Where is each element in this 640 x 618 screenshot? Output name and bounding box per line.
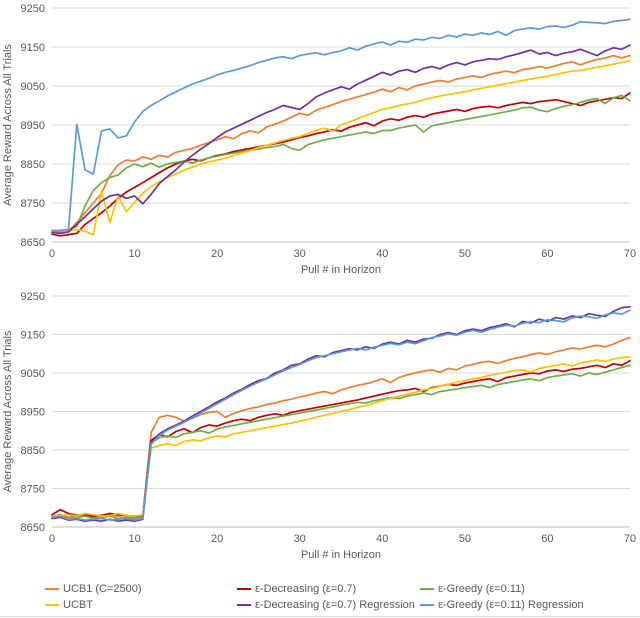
y-tick-label: 8750 (21, 484, 45, 496)
x-tick-label: 40 (376, 533, 388, 545)
x-tick-label: 50 (459, 248, 471, 260)
legend-line-swatch (237, 588, 251, 590)
series-line (51, 94, 631, 232)
y-tick-label: 9150 (21, 330, 45, 342)
top-chart: 8650 8750 8850 8950 9050 9150 9250 0 10 20 30 40 50 6… (0, 0, 640, 278)
x-tick-label: 70 (624, 533, 636, 545)
y-axis-title: Average Reward Across All Trials (2, 330, 14, 492)
legend-item: UCBT (45, 599, 237, 611)
x-tick-label: 10 (128, 248, 140, 260)
legend-label: ε-Greedy (ε=0.11) (438, 583, 525, 595)
y-axis-title: Average Reward Across All Trials (2, 44, 14, 206)
y-tick-label: 9050 (21, 368, 45, 380)
series-line (51, 364, 631, 520)
x-axis-title: Pull # in Horizon (301, 264, 381, 276)
y-tick-label: 9250 (21, 291, 45, 303)
legend-label: UCB1 (C=2500) (63, 583, 142, 595)
legend-item: UCB1 (C=2500) (45, 583, 237, 595)
legend-item: ε-Decreasing (ε=0.7) Regression (237, 599, 420, 611)
legend-line-swatch (45, 604, 59, 606)
x-axis-title: Pull # in Horizon (301, 549, 381, 561)
x-tick-label: 30 (294, 533, 306, 545)
bottom-chart: 8650 8750 8850 8950 9050 9150 9250 0 10 20 30 40 50 6… (0, 278, 640, 570)
y-tick-label: 8650 (21, 237, 45, 249)
legend-line-swatch (420, 604, 434, 606)
legend-label: ε-Decreasing (ε=0.7) Regression (255, 599, 415, 611)
x-tick-label: 0 (49, 248, 55, 260)
legend-label: ε-Greedy (ε=0.11) Regression (438, 599, 584, 611)
legend-item: ε-Greedy (ε=0.11) (420, 583, 640, 595)
x-tick-label: 20 (211, 533, 223, 545)
series-line (51, 92, 631, 237)
legend-label: ε-Decreasing (ε=0.7) (255, 583, 357, 595)
legend-item: ε-Greedy (ε=0.11) Regression (420, 599, 640, 611)
series-line (51, 359, 631, 518)
reward-vs-pull-chart-top: 8650 8750 8850 8950 9050 9150 9250 0 10 20 30 40 50 6… (2, 3, 636, 276)
x-tick-label: 70 (624, 248, 636, 260)
y-tick-label: 8950 (21, 120, 45, 132)
legend-line-swatch (45, 588, 59, 590)
y-tick-label: 9150 (21, 42, 45, 54)
legend-label: UCBT (63, 599, 93, 611)
series-line (51, 18, 631, 232)
series-line (51, 44, 631, 235)
x-tick-label: 10 (128, 533, 140, 545)
y-tick-label: 9250 (21, 3, 45, 15)
legend-item: ε-Decreasing (ε=0.7) (237, 583, 420, 595)
x-tick-label: 30 (294, 248, 306, 260)
x-tick-label: 50 (459, 533, 471, 545)
y-tick-label: 8750 (21, 198, 45, 210)
reward-vs-pull-chart-bottom: 8650 8750 8850 8950 9050 9150 9250 0 10 20 30 40 50 6… (2, 291, 636, 561)
x-tick-label: 20 (211, 248, 223, 260)
legend: UCB1 (C=2500) ε-Decreasing (ε=0.7) ε-Greed… (0, 570, 640, 611)
figure-bottom-rule (0, 616, 640, 617)
y-tick-label: 8850 (21, 159, 45, 171)
x-tick-label: 40 (376, 248, 388, 260)
y-tick-label: 9050 (21, 81, 45, 93)
legend-line-swatch (237, 604, 251, 606)
series-line (51, 59, 631, 236)
y-tick-label: 8850 (21, 445, 45, 457)
x-tick-label: 60 (541, 533, 553, 545)
series-line (51, 309, 631, 521)
series-line (51, 305, 631, 523)
x-tick-label: 60 (541, 248, 553, 260)
legend-line-swatch (420, 588, 434, 590)
series-line (51, 355, 631, 518)
x-tick-label: 0 (49, 533, 55, 545)
series-line (51, 54, 631, 234)
y-tick-label: 8650 (21, 522, 45, 534)
y-tick-label: 8950 (21, 407, 45, 419)
series-line (51, 336, 631, 519)
